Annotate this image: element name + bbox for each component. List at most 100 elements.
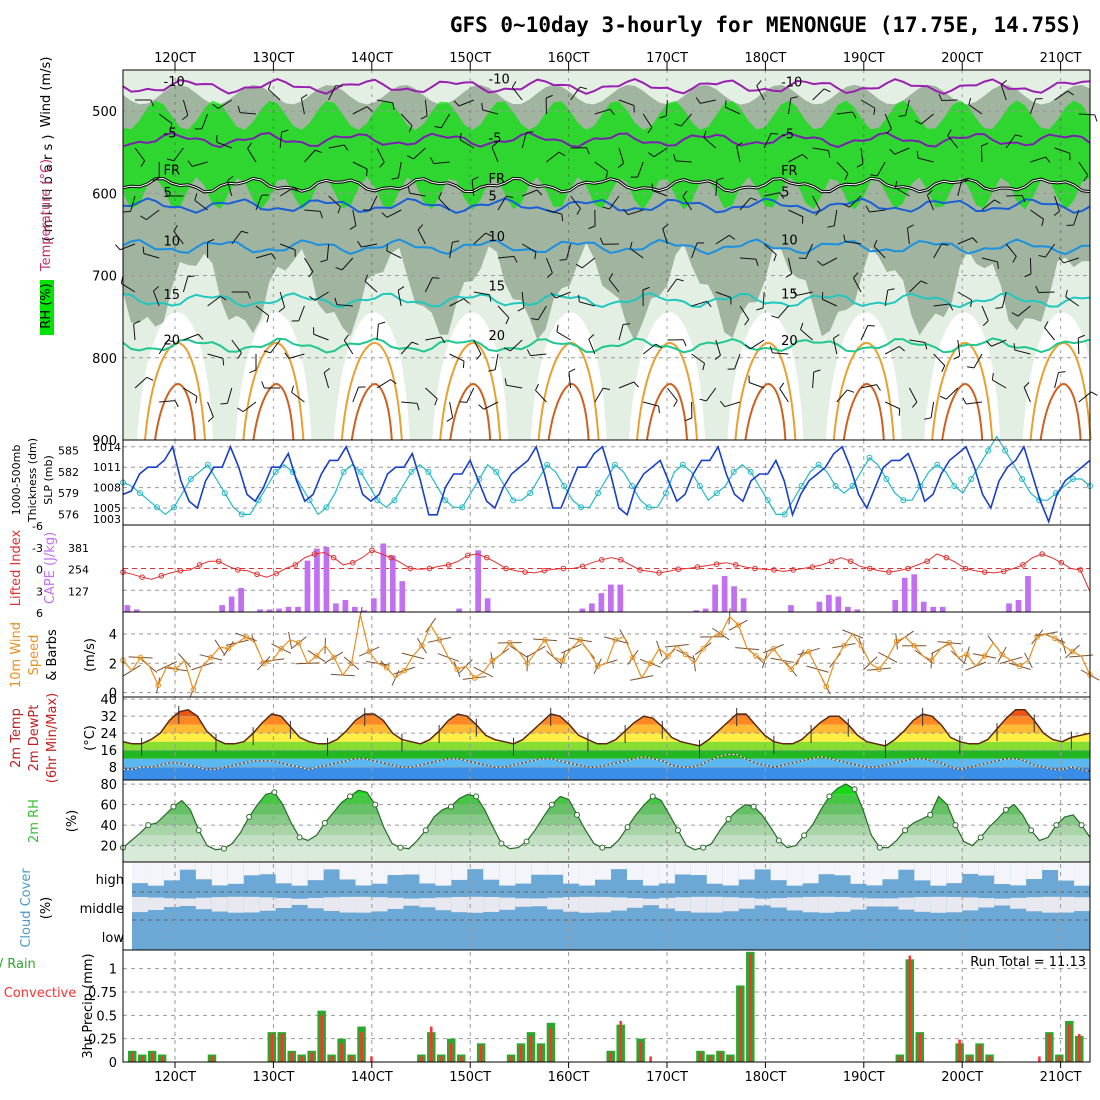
thickness-marker [764,497,771,504]
wind-barb [748,382,765,389]
x-label-top: 190CT [843,51,885,66]
rh-marker [246,813,253,820]
wind-barb-flag [926,190,933,196]
precip-conv-bar [430,1026,433,1062]
wind-barb-flag [1021,195,1026,203]
wind-barb [267,88,281,101]
wind-barb-flag [293,187,300,193]
wind-barb-flag [247,142,253,149]
precip-conv-bar [1048,1034,1051,1062]
wind-barb-flag [284,352,290,359]
wind-barb [483,401,499,410]
wind-barb-flag [164,189,168,197]
rh-marker [977,834,984,841]
wind-barb [777,305,789,319]
rh-marker [145,822,152,829]
wind-barb [1054,372,1059,389]
wind-barb [796,291,813,296]
isotherm-warm [832,341,895,441]
wind-barb-flag [617,162,624,169]
wind-barb-flag [364,274,369,282]
wind-barb [629,248,644,259]
wind-barb [756,85,765,101]
rh-marker [1002,806,1009,813]
y-tick-label: 1 [109,963,117,978]
wind-barb [1005,243,1017,257]
cloud-mid-gap [467,896,484,913]
cape-bar [816,601,823,612]
cloud-high-gap [243,862,260,876]
thickness-marker [544,461,551,468]
precip-conv-bar [320,1015,323,1062]
rh-marker [372,801,379,808]
thickness-marker [204,461,211,468]
wind-barb-flag [605,171,609,179]
thickness-marker [187,475,194,482]
rh-axis-label: 2m RH [27,799,42,843]
panel-frame-wind [122,611,1091,698]
wind-barb [546,209,562,215]
wind-barb [279,187,295,197]
wind-barb [376,99,393,104]
wind-barb [1073,209,1080,226]
cloud-mid-gap [275,897,292,909]
cloud-high-gap [834,862,851,876]
wind-barb-flag [335,266,343,271]
wind-barb [231,339,242,354]
wind-barb [134,147,146,162]
cloud-high-gap [722,862,739,886]
wind-barb-flag [833,334,840,339]
cloud-mid-gap [611,897,627,911]
wind-speed-marker [928,657,935,664]
wind-barb-flag [536,189,543,196]
wind-barb-flag [320,259,328,263]
wind-barb-flag [876,384,881,391]
li-marker [407,565,414,572]
isotherm-hot [350,383,393,441]
precip-conv-bar [918,1034,922,1062]
wind-barb [920,113,934,125]
x-label-bottom: 170CT [646,1070,688,1085]
wind-barb-flag [478,404,485,410]
wind-barb [805,243,814,259]
rh-marker [700,844,707,851]
wind-barb [497,255,514,259]
wind-barb-flag [517,307,525,312]
wind-barb-flag [366,106,373,112]
wind-barb-flag [1035,285,1040,293]
wind-barb [433,161,450,165]
wind-barb [537,305,547,320]
precip-conv-bar [509,1056,513,1062]
wind-barb [328,85,337,101]
wind-barb [473,339,482,355]
wind-barb-flag [1067,90,1074,96]
cloud-high-gap [1058,862,1075,881]
thickness-marker [153,504,160,511]
wind-speed-marker [647,660,654,667]
precip-conv-bar [609,1052,612,1062]
cloud-mid-gap [786,897,803,911]
x-label-bottom: 120CT [154,1070,196,1085]
li-marker [235,567,241,573]
wind-barb [609,195,620,210]
wind-barb-flag [633,381,639,388]
wind-barb [909,339,926,343]
wind-barb [535,389,547,403]
wind-barb-flag [642,286,650,291]
wind-barb [860,147,864,164]
isotherm-label: 15 [164,288,181,303]
wind-barb-flag [526,349,531,356]
wind-barb-flag [870,174,878,177]
wind-barb [739,197,751,211]
wind-barb [666,278,678,293]
li-marker [809,564,816,570]
cloud-mid-gap [674,897,691,912]
precip-conv-bar [649,1056,652,1062]
cloud-high-gap [595,862,611,880]
wind-barb-flag [599,237,604,245]
wind-barb-flag [241,230,249,234]
wind-barb-flag [699,398,707,402]
wind-barb [121,283,136,293]
li-marker [426,565,433,572]
wind-barb-flag [309,295,316,301]
